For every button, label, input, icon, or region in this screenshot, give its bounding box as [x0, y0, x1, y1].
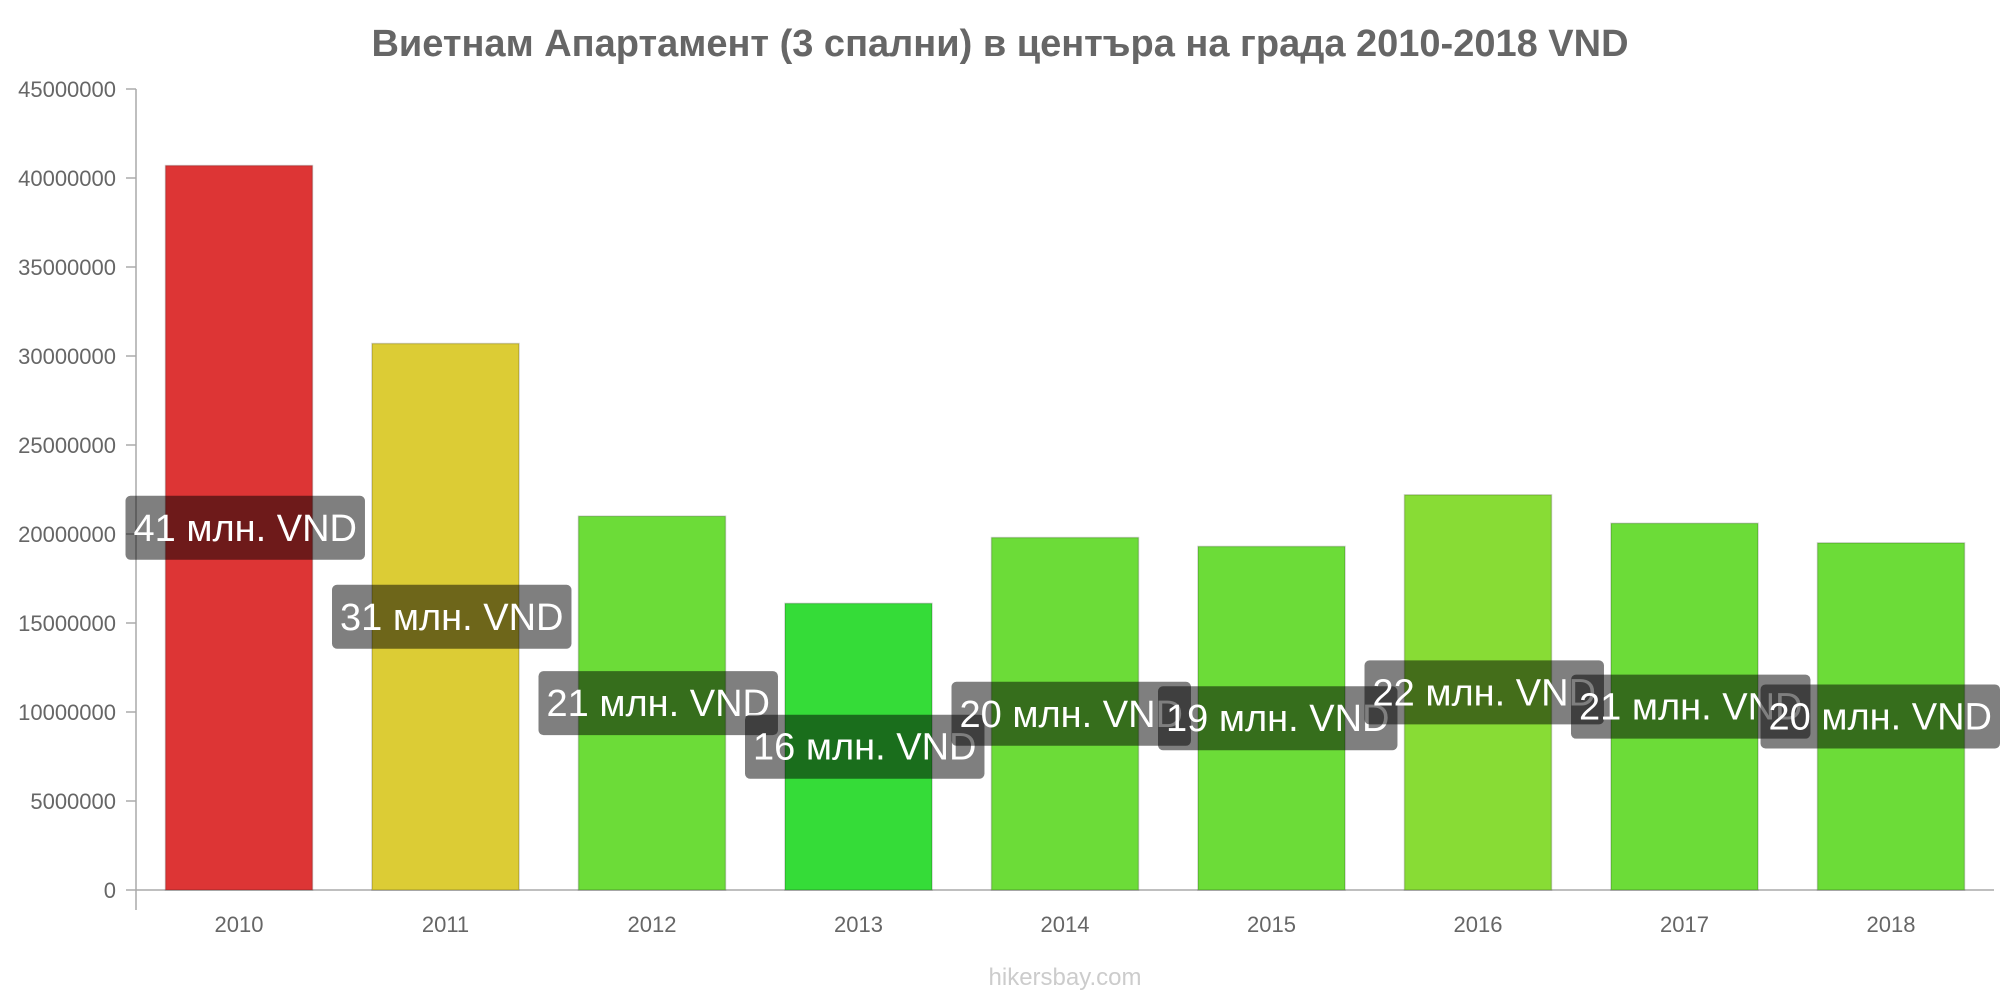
- y-tick-label: 40000000: [18, 166, 116, 191]
- data-label-2018: 20 млн. VND: [1760, 684, 2000, 749]
- data-label-text: 21 млн. VND: [547, 683, 770, 725]
- x-tick-label: 2012: [628, 912, 677, 937]
- x-tick-label: 2014: [1041, 912, 1090, 937]
- data-label-2016: 22 млн. VND: [1364, 660, 1604, 725]
- y-tick-label: 30000000: [18, 344, 116, 369]
- y-axis: 0 5000000 10000000 15000000 20000000 25000000…: [18, 77, 137, 910]
- data-label-box: [745, 714, 985, 779]
- data-label-box: [538, 671, 778, 736]
- y-tick-label: 0: [104, 878, 116, 903]
- data-label-2013: 16 млн. VND: [745, 714, 985, 779]
- y-tick-label: 5000000: [30, 789, 116, 814]
- bars: [164, 164, 1966, 891]
- y-tick-label: 25000000: [18, 433, 116, 458]
- y-tick-label: 15000000: [18, 611, 116, 636]
- data-label-text: 19 млн. VND: [1166, 698, 1389, 740]
- data-label-text: 31 млн. VND: [340, 597, 563, 639]
- data-label-text: 22 млн. VND: [1373, 672, 1596, 714]
- x-tick-label: 2015: [1247, 912, 1296, 937]
- data-label-box: [1571, 674, 1811, 739]
- x-tick-label: 2010: [215, 912, 264, 937]
- source-label: hikersbay.com: [989, 964, 1142, 991]
- x-tick-label: 2016: [1454, 912, 1503, 937]
- y-tick-label: 10000000: [18, 700, 116, 725]
- y-tick-label: 35000000: [18, 255, 116, 280]
- x-tick-label: 2013: [834, 912, 883, 937]
- data-label-text: 20 млн. VND: [960, 694, 1183, 736]
- x-tick-label: 2018: [1867, 912, 1916, 937]
- chart-title: Виетнам Апартамент (3 спални) в центъра …: [371, 23, 1628, 65]
- data-label-box: [125, 495, 365, 560]
- x-tick-label: 2017: [1660, 912, 1709, 937]
- data-label-2015: 19 млн. VND: [1158, 686, 1398, 751]
- data-label-2011: 31 млн. VND: [332, 584, 572, 649]
- data-label-text: 16 млн. VND: [753, 727, 976, 769]
- data-label-box: [1158, 686, 1398, 751]
- x-axis: 2010 2011 2012 2013 2014 2015 2016 2017 2018: [136, 889, 1994, 937]
- x-tick-label: 2011: [422, 912, 469, 937]
- data-label-box: [1760, 684, 2000, 749]
- y-tick-label: 45000000: [18, 77, 116, 102]
- data-label-box: [332, 584, 572, 649]
- data-label-box: [1364, 660, 1604, 725]
- data-label-box: [951, 681, 1191, 746]
- data-label-2010: 41 млн. VND: [125, 495, 365, 560]
- data-label-2012: 21 млн. VND: [538, 671, 778, 736]
- y-tick-label: 20000000: [18, 522, 116, 547]
- data-label-2014: 20 млн. VND: [951, 681, 1191, 746]
- data-label-text: 41 млн. VND: [134, 508, 357, 550]
- data-label-text: 20 млн. VND: [1769, 696, 1992, 738]
